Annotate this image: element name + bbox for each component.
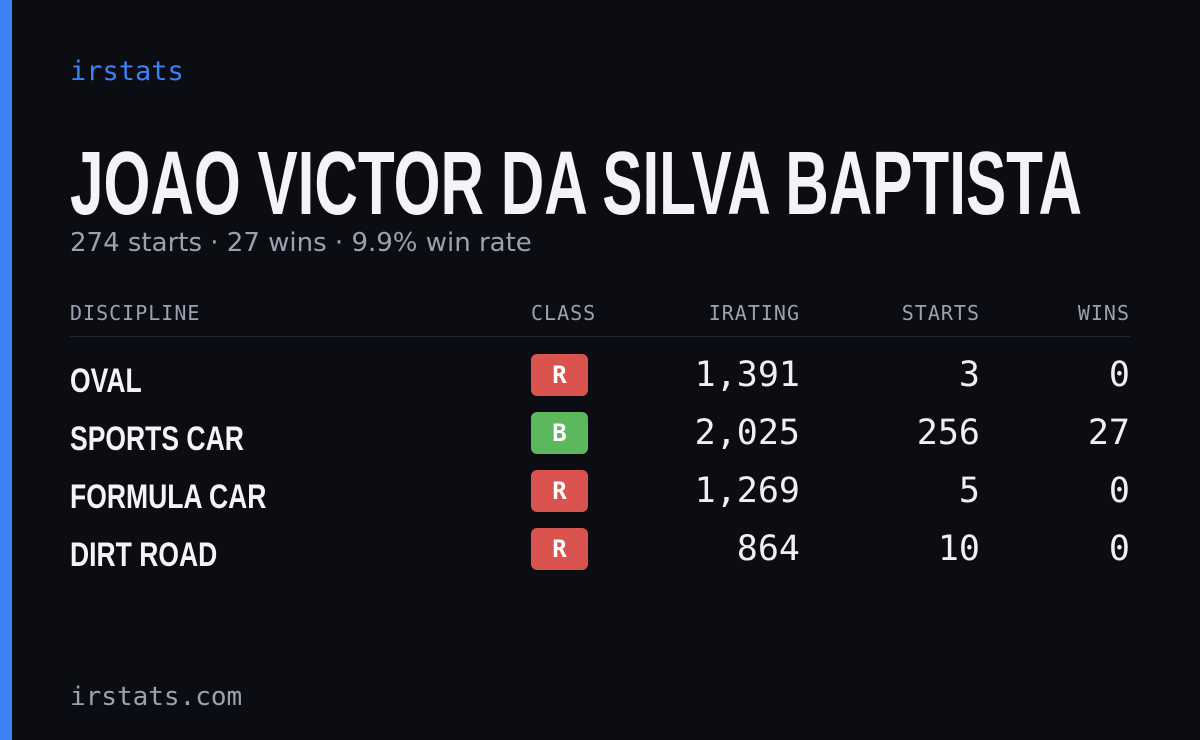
discipline-name: FORMULA CAR	[70, 478, 267, 516]
class-badge: B	[531, 412, 588, 454]
footer: irstats.com	[70, 682, 243, 712]
discipline-name: SPORTS CAR	[70, 420, 244, 458]
driver-name: JOAO VICTOR DA SILVA BAPTISTA	[70, 134, 1082, 230]
discipline-name: OVAL	[70, 362, 142, 400]
column-header: DISCIPLINE	[70, 301, 201, 325]
irating: 1,391	[694, 355, 800, 395]
driver-name-text: JOAO VICTOR DA SILVA BAPTISTA	[70, 134, 1082, 230]
starts: 3	[958, 355, 980, 395]
column-header: WINS	[1077, 301, 1130, 325]
column-header: IRATING	[708, 301, 800, 325]
irating: 2,025	[694, 413, 800, 453]
wins: 0	[1108, 471, 1130, 511]
class-badge: R	[531, 354, 588, 396]
summary: 274 starts · 27 wins · 9.9% win rate	[70, 228, 532, 258]
class-badge: R	[531, 528, 588, 570]
starts: 256	[916, 413, 980, 453]
starts: 5	[958, 471, 980, 511]
column-header: STARTS	[901, 301, 980, 325]
wins: 0	[1108, 529, 1130, 569]
irating: 864	[736, 529, 800, 569]
column-header: CLASS	[531, 301, 597, 325]
header-rule	[70, 336, 1130, 337]
discipline-name: DIRT ROAD	[70, 536, 218, 574]
brand: irstats	[70, 56, 184, 87]
irating: 1,269	[694, 471, 800, 511]
wins: 27	[1087, 413, 1130, 453]
class-badge: R	[531, 470, 588, 512]
accent-stripe	[0, 0, 12, 740]
wins: 0	[1108, 355, 1130, 395]
starts: 10	[937, 529, 980, 569]
